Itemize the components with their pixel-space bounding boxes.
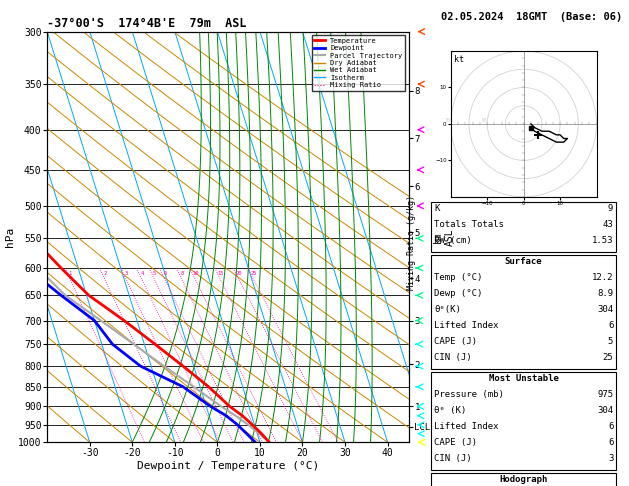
Legend: Temperature, Dewpoint, Parcel Trajectory, Dry Adiabat, Wet Adiabat, Isotherm, Mi: Temperature, Dewpoint, Parcel Trajectory… xyxy=(311,35,405,91)
Text: CAPE (J): CAPE (J) xyxy=(434,337,477,346)
Text: Temp (°C): Temp (°C) xyxy=(434,273,482,282)
Text: θᵉ (K): θᵉ (K) xyxy=(434,406,466,415)
Text: 6: 6 xyxy=(164,272,167,277)
Text: 5: 5 xyxy=(608,337,613,346)
Text: 6: 6 xyxy=(608,321,613,330)
Text: 02.05.2024  18GMT  (Base: 06): 02.05.2024 18GMT (Base: 06) xyxy=(441,12,622,22)
Text: 3: 3 xyxy=(608,454,613,463)
Text: 12.2: 12.2 xyxy=(592,273,613,282)
Text: CIN (J): CIN (J) xyxy=(434,353,472,362)
Text: Lifted Index: Lifted Index xyxy=(434,321,499,330)
Text: CAPE (J): CAPE (J) xyxy=(434,438,477,447)
Text: CIN (J): CIN (J) xyxy=(434,454,472,463)
Text: 43: 43 xyxy=(603,220,613,229)
Text: 2: 2 xyxy=(103,272,106,277)
Text: 6: 6 xyxy=(608,422,613,431)
Text: 3: 3 xyxy=(125,272,128,277)
Text: 8.9: 8.9 xyxy=(597,289,613,298)
Text: 10: 10 xyxy=(192,272,198,277)
Text: 15: 15 xyxy=(217,272,224,277)
Text: Dewp (°C): Dewp (°C) xyxy=(434,289,482,298)
Text: Hodograph: Hodograph xyxy=(499,475,548,484)
Y-axis label: km
ASL: km ASL xyxy=(433,228,455,246)
Text: Pressure (mb): Pressure (mb) xyxy=(434,390,504,399)
Y-axis label: hPa: hPa xyxy=(5,227,15,247)
Text: 20: 20 xyxy=(236,272,242,277)
Text: 304: 304 xyxy=(597,305,613,314)
Text: PW (cm): PW (cm) xyxy=(434,236,472,245)
Text: 1: 1 xyxy=(69,272,72,277)
Text: Lifted Index: Lifted Index xyxy=(434,422,499,431)
Text: Surface: Surface xyxy=(505,257,542,266)
Text: 6: 6 xyxy=(608,438,613,447)
Text: Totals Totals: Totals Totals xyxy=(434,220,504,229)
X-axis label: Dewpoint / Temperature (°C): Dewpoint / Temperature (°C) xyxy=(137,461,319,470)
Text: 4: 4 xyxy=(140,272,143,277)
Text: K: K xyxy=(434,204,440,213)
Text: 10: 10 xyxy=(481,118,487,123)
Text: 5: 5 xyxy=(153,272,156,277)
Text: -37°00'S  174°4B'E  79m  ASL: -37°00'S 174°4B'E 79m ASL xyxy=(47,17,247,31)
Text: Most Unstable: Most Unstable xyxy=(489,374,559,383)
Text: 9: 9 xyxy=(608,204,613,213)
Text: 25: 25 xyxy=(603,353,613,362)
Text: 975: 975 xyxy=(597,390,613,399)
Text: 25: 25 xyxy=(250,272,257,277)
Text: Mixing Ratio (g/kg): Mixing Ratio (g/kg) xyxy=(408,195,416,291)
Text: kt: kt xyxy=(454,55,464,65)
Text: θᵉ(K): θᵉ(K) xyxy=(434,305,461,314)
Text: 20: 20 xyxy=(444,118,451,123)
Text: 1.53: 1.53 xyxy=(592,236,613,245)
Text: 8: 8 xyxy=(180,272,184,277)
Text: 304: 304 xyxy=(597,406,613,415)
